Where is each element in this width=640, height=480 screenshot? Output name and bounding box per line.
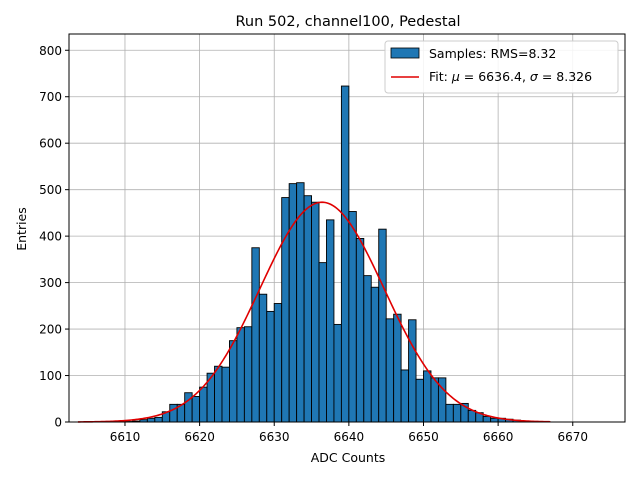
histogram-bar	[273, 303, 283, 423]
y-tick-label: 200	[39, 323, 62, 337]
histogram-bar	[378, 228, 387, 423]
y-tick-label: 300	[39, 276, 62, 290]
histogram-bar	[408, 319, 417, 423]
histogram-bar	[311, 201, 320, 423]
x-tick-label: 6640	[334, 430, 365, 444]
histogram-bar	[258, 293, 268, 423]
histogram-bar	[169, 403, 178, 423]
x-axis-label: ADC Counts	[311, 450, 386, 465]
histogram-bar	[333, 323, 342, 423]
histogram-bar	[370, 286, 380, 423]
histogram-bar	[400, 369, 410, 423]
histogram-bar	[266, 310, 275, 423]
histogram-bar	[214, 365, 223, 423]
histogram-bar	[423, 370, 432, 423]
y-tick-label: 600	[39, 137, 62, 151]
histogram-bar	[452, 403, 462, 423]
plot-frame	[68, 33, 626, 423]
histogram-bars	[124, 85, 536, 423]
chart-title: Run 502, channel100, Pedestal	[235, 14, 460, 30]
y-axis-ticks: 0 100 200 300 400 500 600 700 800	[39, 44, 69, 430]
histogram-bar	[251, 247, 260, 423]
histogram-bar	[303, 195, 313, 423]
histogram-bar	[445, 403, 454, 423]
y-axis-label: Entries	[14, 207, 29, 251]
histogram-bar	[430, 377, 439, 423]
legend: Samples: RMS=8.32 Fit: μ = 6636.4, σ = 8…	[384, 40, 619, 94]
histogram-bar	[482, 415, 492, 423]
x-tick-label: 6620	[184, 430, 215, 444]
histogram-bar	[348, 211, 357, 423]
fit-curve	[77, 201, 551, 423]
legend-swatch-samples	[390, 47, 420, 59]
histogram-bar	[355, 238, 365, 423]
histogram-bar	[191, 395, 201, 423]
x-tick-label: 6610	[110, 430, 141, 444]
histogram-bar	[229, 340, 238, 423]
histogram-bar	[221, 366, 230, 423]
histogram-bar	[385, 318, 395, 423]
histogram-bar	[199, 386, 208, 423]
x-tick-label: 6650	[408, 430, 439, 444]
histogram-bar	[340, 85, 350, 423]
histogram-bar	[318, 262, 327, 423]
histogram-bar	[243, 326, 253, 423]
x-tick-label: 6630	[259, 430, 290, 444]
legend-label-samples: Samples: RMS=8.32	[429, 46, 556, 61]
x-tick-label: 6670	[557, 430, 588, 444]
x-axis-ticks: 6610 6620 6630 6640 6650 6660 6670	[110, 422, 588, 444]
histogram-bar	[154, 416, 163, 423]
histogram-bar	[467, 409, 477, 423]
y-tick-label: 800	[39, 44, 62, 58]
histogram-bar	[363, 275, 372, 423]
histogram-bar	[146, 417, 156, 423]
y-tick-label: 400	[39, 230, 62, 244]
histogram-bar	[184, 392, 193, 423]
histogram-bar	[393, 313, 402, 423]
y-tick-label: 700	[39, 90, 62, 104]
y-tick-label: 500	[39, 183, 62, 197]
y-tick-label: 0	[54, 416, 62, 430]
legend-label-fit: Fit: μ = 6636.4, σ = 8.326	[429, 69, 592, 84]
histogram-bar	[236, 327, 245, 423]
legend-box	[384, 40, 619, 94]
x-tick-label: 6660	[483, 430, 514, 444]
histogram-bar	[490, 417, 499, 423]
histogram-bar	[415, 378, 424, 423]
y-tick-label: 100	[39, 369, 62, 383]
histogram-bar	[326, 219, 335, 423]
histogram-bar	[288, 183, 298, 423]
